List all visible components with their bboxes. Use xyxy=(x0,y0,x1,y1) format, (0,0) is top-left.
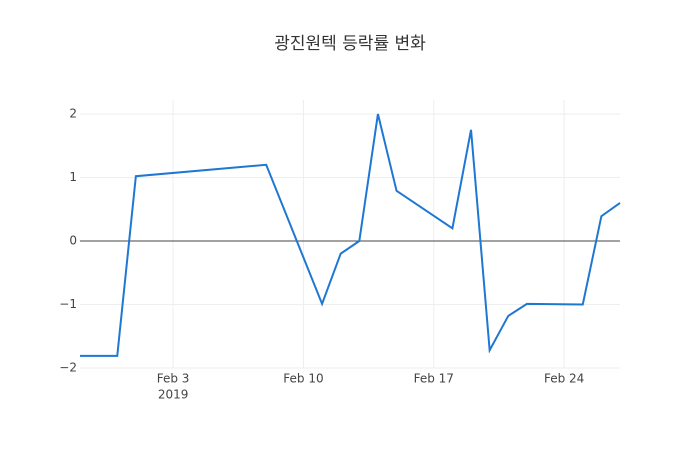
y-tick-label: −1 xyxy=(59,297,77,311)
x-tick-label: Feb 3 xyxy=(157,372,190,386)
y-tick-label: −2 xyxy=(59,361,77,375)
x-year-label: 2019 xyxy=(158,388,189,402)
line-series xyxy=(80,113,621,357)
chart-title: 광진원텍 등락률 변화 xyxy=(274,34,426,54)
y-tick-label: 1 xyxy=(69,170,77,184)
y-tick-label: 0 xyxy=(69,233,77,247)
x-tick-label: Feb 24 xyxy=(544,372,584,386)
x-tick-label: Feb 17 xyxy=(414,372,454,386)
y-tick-label: 2 xyxy=(69,106,77,120)
x-tick-label: Feb 10 xyxy=(283,372,323,386)
